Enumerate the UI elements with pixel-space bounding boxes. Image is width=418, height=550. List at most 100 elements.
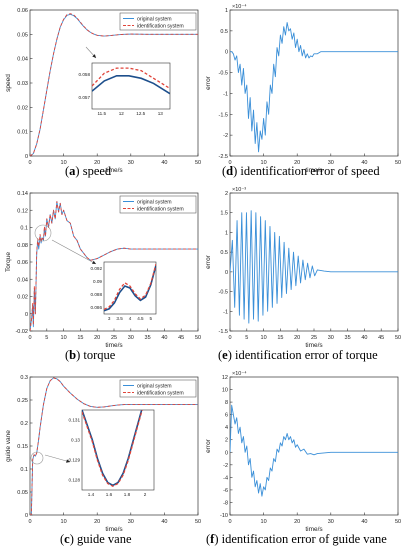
chart-e-ytick-label: 1.5 [220, 211, 228, 217]
chart-d-ylabel: error [205, 75, 212, 90]
chart-e-ytick-label: 1 [225, 230, 228, 236]
caption-b: (b) torque [65, 348, 116, 362]
chart-b-series-identification-line [30, 201, 198, 331]
chart-d-lines [230, 22, 398, 153]
chart-a-inset-xtick-label: 11.5 [97, 111, 106, 116]
chart-b-zoom-circle [34, 224, 52, 242]
chart-b-xtick-label: 15 [77, 335, 83, 341]
chart-c-inset-lines [82, 410, 143, 488]
chart-b-xtick-label: 5 [45, 335, 48, 341]
chart-f-ytick-label: 6 [225, 413, 228, 419]
chart-b-ytick-label: 0.1 [20, 226, 28, 232]
chart-c-ytick-label: 0.1 [20, 467, 28, 473]
chart-a-inset-series-identification-line [92, 67, 170, 90]
chart-a-xtick-label: 20 [94, 160, 100, 166]
chart-c-ytick-label: 0.3 [20, 375, 28, 381]
chart-b-xtick-label: 50 [195, 335, 201, 341]
caption-c: (c) guide vane [60, 532, 132, 546]
chart-e-ytick-label: 2 [225, 191, 228, 197]
chart-e-ytick-label: -1 [223, 309, 228, 315]
chart-b-inset-ytick-label: 0.088 [91, 292, 103, 297]
chart-b-xtick-label: 10 [61, 335, 67, 341]
chart-d-xtick-label: 50 [395, 160, 401, 166]
chart-a-ytick-label: 0.06 [17, 8, 28, 14]
chart-b-ytick-label: 0.04 [17, 277, 28, 283]
chart-c-xtick-label: 10 [61, 519, 67, 525]
chart-e-xtick-label: 50 [395, 335, 401, 341]
chart-e-lines [230, 210, 398, 324]
chart-b-ytick-label: 0.14 [17, 191, 28, 197]
chart-a-legend-box [119, 12, 197, 31]
chart-b-inset-xtick-label: 4.5 [137, 316, 144, 321]
chart-a-inset-series-original-line [92, 74, 170, 95]
chart-a-xtick-label: 0 [28, 160, 31, 166]
chart-f-xtick-label: 0 [228, 519, 231, 525]
chart-d-ytick-label: -0.5 [219, 71, 228, 77]
chart-c-ytick-label: 0.2 [20, 421, 28, 427]
chart-f-ytick-label: -4 [223, 475, 228, 481]
chart-e-xlabel: time/s [305, 342, 323, 349]
chart-b-inset-xtick-label: 4 [129, 316, 132, 321]
chart-f-ytick-label: -2 [223, 463, 228, 469]
chart-a-legend-original-label: original system [137, 16, 172, 22]
chart-f-ylabel: error [205, 438, 212, 453]
chart-c-inset-ytick-label: 0.13 [71, 438, 80, 443]
chart-b-inset-ytick-label: 0.09 [93, 279, 102, 284]
chart-b-inset-series-identification-line [104, 263, 156, 311]
caption-a: (a) speed [65, 164, 112, 178]
chart-c-lines [30, 377, 198, 515]
chart-e-xtick-label: 15 [277, 335, 283, 341]
chart-d-series-error-line [230, 22, 398, 153]
caption-e: (e) identification error of torque [218, 348, 378, 362]
chart-e-xtick-label: 35 [345, 335, 351, 341]
chart-a-inset-lines [92, 67, 170, 95]
chart-d-ytick-label: 0 [225, 50, 228, 56]
chart-c-legend-ident-label: identification system [137, 390, 184, 396]
chart-a-ytick-label: 0.01 [17, 130, 28, 136]
chart-d-xtick-label: 10 [261, 160, 267, 166]
chart-a-legend-ident-label: identification system [137, 23, 184, 29]
chart-d-xtick-label: 30 [328, 160, 334, 166]
chart-b-ytick-label: 0.12 [17, 208, 28, 214]
chart-b-ytick-label: -0.02 [15, 329, 28, 335]
chart-b-xtick-label: 40 [161, 335, 167, 341]
chart-a-xlabel: time/s [105, 167, 123, 174]
chart-e-xtick-label: 20 [294, 335, 300, 341]
chart-d-xtick-label: 0 [228, 160, 231, 166]
chart-e-xtick-label: 25 [311, 335, 317, 341]
chart-c-series-identification-line [30, 377, 198, 515]
chart-a-inset-xtick-label: 12 [119, 111, 125, 116]
chart-c-zoom-circle [30, 451, 44, 465]
chart-d-plot-area [229, 9, 399, 157]
chart-c-zoom-arrow-head [66, 459, 70, 463]
chart-c-xlabel: time/s [105, 526, 123, 533]
chart-d-exponent-label: ×10⁻⁴ [232, 3, 247, 10]
chart-e-ytick-label: -1.5 [219, 329, 228, 335]
chart-f-ytick-label: 2 [225, 438, 228, 444]
chart-b-lines [30, 201, 198, 331]
chart-b-ytick-label: 0.08 [17, 243, 28, 249]
chart-b-zoom-arrow-head [92, 260, 96, 264]
chart-c-inset-xtick-label: 1.6 [106, 492, 113, 497]
chart-a-ytick-label: 0.04 [17, 57, 28, 63]
chart-b-zoom-arrow-line [51, 239, 97, 265]
chart-b-ytick-label: 0 [25, 312, 28, 318]
chart-e-xtick-label: 0 [228, 335, 231, 341]
chart-f-ytick-label: 10 [222, 388, 228, 394]
chart-a-ytick-label: 0.02 [17, 105, 28, 111]
chart-f-ytick-label: -8 [223, 500, 228, 506]
chart-c-ytick-label: 0.25 [17, 398, 28, 404]
chart-b-inset-ytick-label: 0.092 [91, 266, 103, 271]
chart-f-ytick-label: 4 [225, 425, 228, 431]
chart-a-inset-ytick-label: 0.058 [79, 72, 91, 77]
chart-c-inset-xtick-label: 1.8 [124, 492, 131, 497]
chart-d-ytick-label: -1 [223, 91, 228, 97]
chart-c-inset-xtick-label: 2 [144, 492, 147, 497]
chart-c-inset-area [81, 409, 155, 491]
chart-f-xtick-label: 40 [361, 519, 367, 525]
chart-c-xtick-label: 0 [28, 519, 31, 525]
chart-b-legend-ident-label: identification system [137, 206, 184, 212]
chart-b-xtick-label: 20 [94, 335, 100, 341]
chart-d-xtick-label: 20 [294, 160, 300, 166]
